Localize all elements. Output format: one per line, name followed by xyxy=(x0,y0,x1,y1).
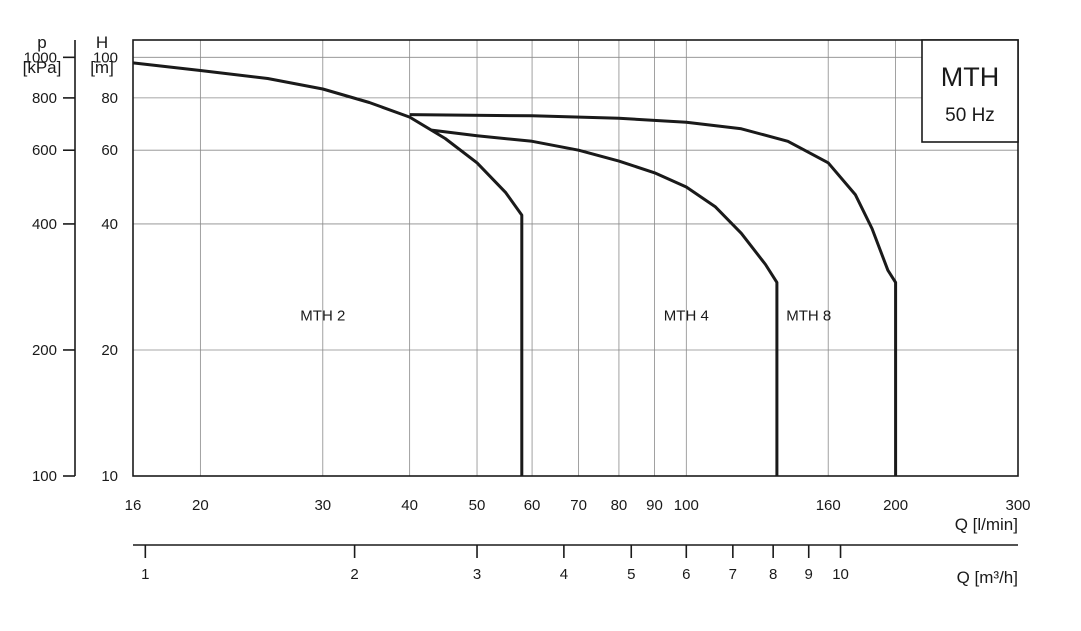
grid-lines xyxy=(133,40,1018,476)
y2-tick-label: 1000 xyxy=(24,49,57,66)
series-label-mth-2: MTH 2 xyxy=(300,308,345,325)
x-tick-label: 50 xyxy=(469,497,486,514)
curve-mth-8 xyxy=(409,113,898,476)
x2-tick-label: 5 xyxy=(627,566,635,583)
curve-mth-2 xyxy=(132,61,524,476)
x2-tick-label: 1 xyxy=(141,566,149,583)
curve-mth-4 xyxy=(431,128,779,476)
x-tick-label: 40 xyxy=(401,497,418,514)
x-tick-label: 300 xyxy=(1005,497,1030,514)
y-tick-label: 20 xyxy=(101,342,118,359)
pressure-axis-label-unit: [kPa] xyxy=(23,58,62,77)
x-tick-label: 80 xyxy=(611,497,628,514)
y2-tick-label: 600 xyxy=(32,142,57,159)
y2-tick-label: 100 xyxy=(32,468,57,485)
x2-tick-label: 6 xyxy=(682,566,690,583)
x2-tick-label: 7 xyxy=(729,566,737,583)
pump-curves: MTH 2 MTH 4 MTH 8 xyxy=(132,61,898,476)
pressure-axis-label-symbol: p xyxy=(37,33,46,52)
x2-tick-label: 10 xyxy=(832,566,849,583)
y-tick-label: 100 xyxy=(93,49,118,66)
head-axis-ticks: 10 20 40 60 80 100 xyxy=(93,49,118,485)
x2-tick-label: 9 xyxy=(805,566,813,583)
pressure-axis-ticks: 100 200 400 600 800 1000 xyxy=(24,49,75,485)
x2-tick-label: 3 xyxy=(473,566,481,583)
flow-m3h-axis-label: Q [m³/h] xyxy=(957,568,1018,587)
x-tick-label: 60 xyxy=(524,497,541,514)
series-label-mth-4: MTH 4 xyxy=(664,308,709,325)
chart-subtitle: 50 Hz xyxy=(945,105,995,126)
plot-frame xyxy=(132,39,1019,477)
y2-tick-label: 800 xyxy=(32,90,57,107)
y-tick-label: 60 xyxy=(101,142,118,159)
y2-tick-label: 200 xyxy=(32,342,57,359)
x-tick-label: 16 xyxy=(125,497,142,514)
x-tick-label: 30 xyxy=(314,497,331,514)
head-axis-label-symbol: H xyxy=(96,33,108,52)
flow-lmin-axis-label: Q [l/min] xyxy=(955,515,1018,534)
x-tick-label: 100 xyxy=(674,497,699,514)
head-axis-label-unit: [m] xyxy=(90,58,114,77)
y2-tick-label: 400 xyxy=(32,216,57,233)
title-box: MTH 50 Hz xyxy=(921,39,1019,143)
x-tick-label: 70 xyxy=(570,497,587,514)
x2-tick-label: 8 xyxy=(769,566,777,583)
x2-tick-label: 2 xyxy=(350,566,358,583)
y-tick-label: 10 xyxy=(101,468,118,485)
x-tick-label: 90 xyxy=(646,497,663,514)
x-tick-label: 20 xyxy=(192,497,209,514)
x-tick-label: 160 xyxy=(816,497,841,514)
series-label-mth-8: MTH 8 xyxy=(786,308,831,325)
y-tick-label: 40 xyxy=(101,216,118,233)
x2-tick-label: 4 xyxy=(560,566,568,583)
x-tick-label: 200 xyxy=(883,497,908,514)
y-tick-label: 80 xyxy=(101,90,118,107)
flow-lmin-axis-ticks: 16 20 30 40 50 60 70 80 90 100 160 200 300 xyxy=(125,497,1031,514)
flow-m3h-axis-ticks: 1 2 3 4 5 6 7 8 9 10 xyxy=(141,545,849,583)
chart-title: MTH xyxy=(941,62,999,92)
